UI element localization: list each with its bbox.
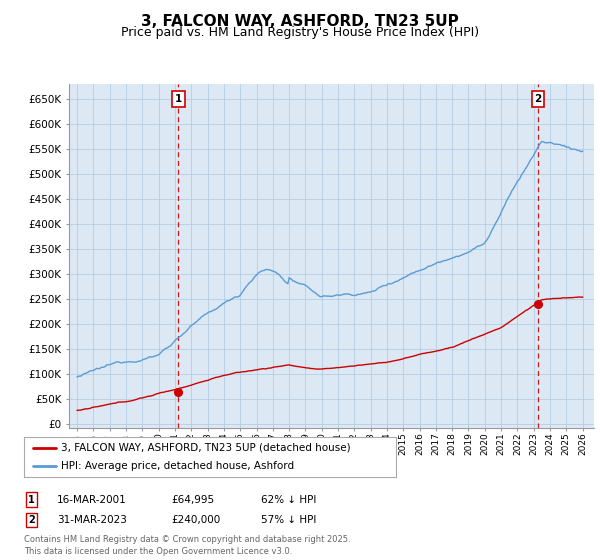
Text: Price paid vs. HM Land Registry's House Price Index (HPI): Price paid vs. HM Land Registry's House …	[121, 26, 479, 39]
Text: 16-MAR-2001: 16-MAR-2001	[57, 494, 127, 505]
Text: 2: 2	[534, 94, 541, 104]
Text: 62% ↓ HPI: 62% ↓ HPI	[261, 494, 316, 505]
Text: 57% ↓ HPI: 57% ↓ HPI	[261, 515, 316, 525]
Text: 1: 1	[175, 94, 182, 104]
Text: 3, FALCON WAY, ASHFORD, TN23 5UP (detached house): 3, FALCON WAY, ASHFORD, TN23 5UP (detach…	[61, 443, 351, 452]
Text: £240,000: £240,000	[171, 515, 220, 525]
Text: 2: 2	[28, 515, 35, 525]
Text: 1: 1	[28, 494, 35, 505]
Text: Contains HM Land Registry data © Crown copyright and database right 2025.
This d: Contains HM Land Registry data © Crown c…	[24, 535, 350, 556]
Text: HPI: Average price, detached house, Ashford: HPI: Average price, detached house, Ashf…	[61, 461, 295, 471]
Text: 3, FALCON WAY, ASHFORD, TN23 5UP: 3, FALCON WAY, ASHFORD, TN23 5UP	[141, 14, 459, 29]
Text: 31-MAR-2023: 31-MAR-2023	[57, 515, 127, 525]
Text: £64,995: £64,995	[171, 494, 214, 505]
